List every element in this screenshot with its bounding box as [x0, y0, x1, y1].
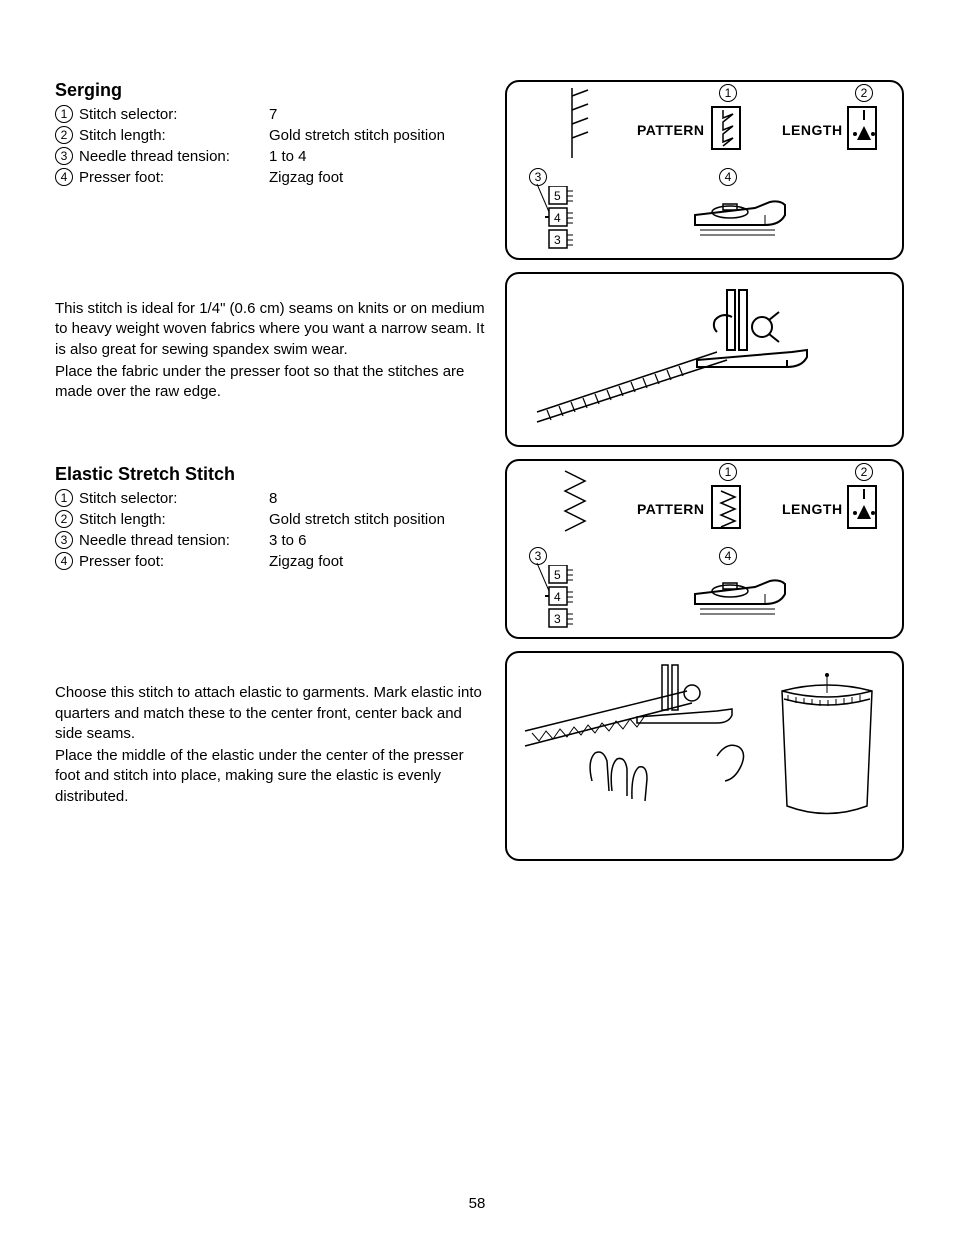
circled-number-icon: 3: [55, 531, 73, 549]
callout-icon: 4: [719, 168, 737, 186]
setting-value: Gold stretch stitch position: [269, 511, 445, 528]
setting-row: 2 Stitch length: Gold stretch stitch pos…: [55, 126, 485, 144]
length-label: LENGTH: [782, 122, 843, 138]
body-text: Choose this stitch to attach elastic to …: [55, 683, 485, 807]
length-box-icon: [847, 106, 877, 150]
section-serging: Serging 1 Stitch selector: 7 2 Stitch le…: [55, 80, 485, 402]
sewing-illustration-icon: [517, 282, 887, 442]
setting-row: 3 Needle thread tension: 3 to 6: [55, 531, 485, 549]
svg-text:3: 3: [554, 233, 561, 247]
svg-text:4: 4: [554, 211, 561, 225]
setting-row: 1 Stitch selector: 7: [55, 105, 485, 123]
circled-number-icon: 3: [55, 147, 73, 165]
page-number: 58: [0, 1195, 954, 1212]
setting-label: Needle thread tension:: [79, 532, 269, 549]
setting-label: Needle thread tension:: [79, 148, 269, 165]
svg-text:4: 4: [554, 590, 561, 604]
paragraph: Choose this stitch to attach elastic to …: [55, 683, 485, 744]
circled-number-icon: 1: [55, 489, 73, 507]
svg-text:5: 5: [554, 568, 561, 582]
svg-text:3: 3: [554, 612, 561, 626]
setting-row: 4 Presser foot: Zigzag foot: [55, 168, 485, 186]
callout-icon: 2: [855, 84, 873, 102]
setting-label: Stitch length:: [79, 511, 269, 528]
setting-value: 8: [269, 490, 277, 507]
setting-label: Presser foot:: [79, 553, 269, 570]
setting-label: Stitch selector:: [79, 106, 269, 123]
setting-row: 1 Stitch selector: 8: [55, 489, 485, 507]
callout-icon: 2: [855, 463, 873, 481]
presser-foot-icon: [685, 190, 795, 250]
settings-panel-serging: 1 2 3 4 PATTERN LENGTH: [505, 80, 904, 260]
setting-value: 7: [269, 106, 277, 123]
spacer: [55, 573, 485, 673]
callout-line-icon: [535, 182, 555, 212]
section-title: Serging: [55, 80, 485, 101]
pattern-label: PATTERN: [637, 122, 705, 138]
stitch-sample-icon: [562, 88, 598, 158]
paragraph: This stitch is ideal for 1/4" (0.6 cm) s…: [55, 299, 485, 360]
circled-number-icon: 2: [55, 126, 73, 144]
body-text: This stitch is ideal for 1/4" (0.6 cm) s…: [55, 299, 485, 402]
circled-number-icon: 4: [55, 552, 73, 570]
pattern-box-icon: [711, 485, 741, 529]
elastic-illustration-icon: [517, 661, 887, 856]
length-label: LENGTH: [782, 501, 843, 517]
paragraph: Place the middle of the elastic under th…: [55, 746, 485, 807]
setting-label: Stitch length:: [79, 127, 269, 144]
length-box-icon: [847, 485, 877, 529]
setting-row: 3 Needle thread tension: 1 to 4: [55, 147, 485, 165]
circled-number-icon: 1: [55, 105, 73, 123]
setting-value: Zigzag foot: [269, 169, 343, 186]
right-column: 1 2 3 4 PATTERN LENGTH: [505, 80, 904, 873]
page-content: Serging 1 Stitch selector: 7 2 Stitch le…: [55, 80, 904, 873]
spacer: [55, 404, 485, 464]
setting-label: Presser foot:: [79, 169, 269, 186]
left-column: Serging 1 Stitch selector: 7 2 Stitch le…: [55, 80, 485, 873]
stitch-sample-icon: [557, 467, 597, 537]
setting-value: Gold stretch stitch position: [269, 127, 445, 144]
svg-text:5: 5: [554, 189, 561, 203]
section-elastic-stretch: Elastic Stretch Stitch 1 Stitch selector…: [55, 464, 485, 807]
illustration-panel-elastic: [505, 651, 904, 861]
callout-icon: 4: [719, 547, 737, 565]
spacer: [55, 189, 485, 289]
illustration-panel-serging: [505, 272, 904, 447]
pattern-label: PATTERN: [637, 501, 705, 517]
presser-foot-icon: [685, 569, 795, 629]
circled-number-icon: 4: [55, 168, 73, 186]
pattern-box-icon: [711, 106, 741, 150]
setting-value: 1 to 4: [269, 148, 307, 165]
callout-icon: 1: [719, 84, 737, 102]
settings-panel-elastic: 1 2 3 4 PATTERN LENGTH: [505, 459, 904, 639]
section-title: Elastic Stretch Stitch: [55, 464, 485, 485]
callout-line-icon: [535, 561, 555, 591]
setting-value: Zigzag foot: [269, 553, 343, 570]
callout-icon: 1: [719, 463, 737, 481]
setting-row: 2 Stitch length: Gold stretch stitch pos…: [55, 510, 485, 528]
paragraph: Place the fabric under the presser foot …: [55, 362, 485, 403]
setting-label: Stitch selector:: [79, 490, 269, 507]
setting-row: 4 Presser foot: Zigzag foot: [55, 552, 485, 570]
circled-number-icon: 2: [55, 510, 73, 528]
setting-value: 3 to 6: [269, 532, 307, 549]
